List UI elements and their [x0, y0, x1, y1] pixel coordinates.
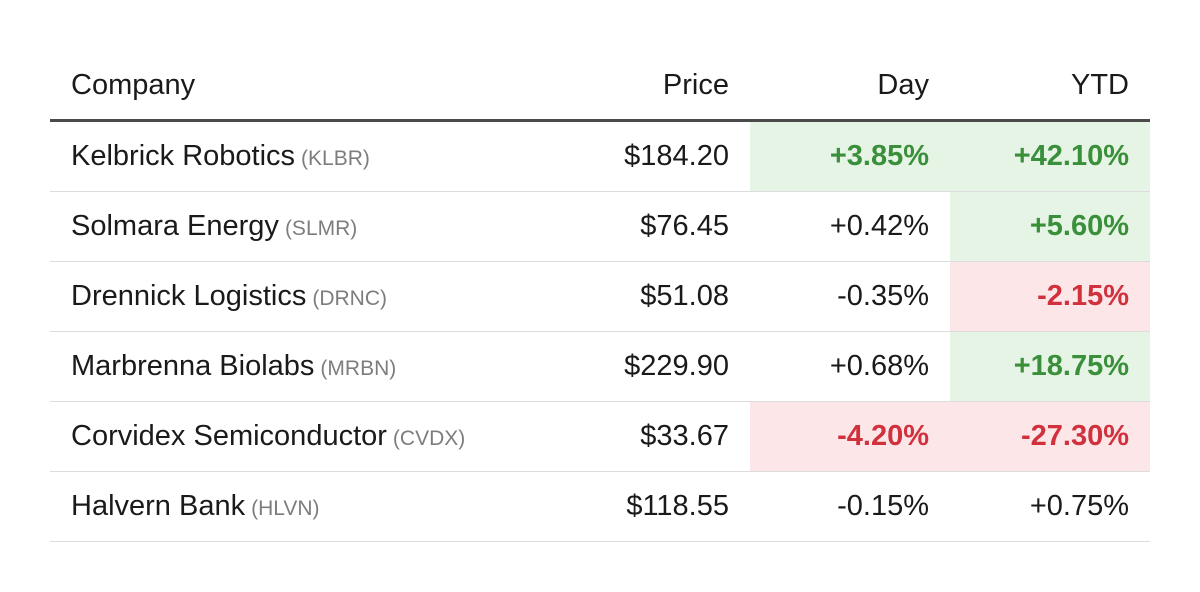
day-change-cell: +0.68%: [829, 350, 929, 382]
ticker-symbol: (MRBN): [320, 356, 397, 380]
company-name: Drennick Logistics: [71, 280, 307, 312]
ticker-symbol: (SLMR): [284, 216, 358, 240]
ticker-symbol: (CVDX): [392, 426, 466, 450]
day-change-cell: +0.42%: [829, 210, 929, 242]
table-row: Kelbrick Robotics (KLBR) $184.20 +3.85% …: [50, 122, 1150, 192]
price-cell: $33.67: [640, 420, 729, 452]
company-name: Kelbrick Robotics: [71, 140, 296, 172]
table-row: Marbrenna Biolabs (MRBN) $229.90 +0.68% …: [50, 332, 1150, 402]
price-cell: $51.08: [640, 280, 729, 312]
company-cell: Drennick Logistics (DRNC): [50, 262, 550, 331]
price-cell: $184.20: [624, 140, 729, 172]
company-cell: Solmara Energy (SLMR): [50, 192, 550, 261]
header-company: Company: [71, 69, 196, 101]
ytd-change-cell: +5.60%: [950, 192, 1150, 261]
day-change-cell: +3.85%: [750, 122, 950, 191]
header-ytd: YTD: [1071, 69, 1129, 101]
ticker-symbol: (HLVN): [251, 496, 320, 520]
table-row: Solmara Energy (SLMR) $76.45 +0.42% +5.6…: [50, 192, 1150, 262]
company-cell: Halvern Bank (HLVN): [50, 472, 550, 541]
company-name: Halvern Bank: [71, 490, 246, 522]
stock-performance-table: Company Price Day YTD Kelbrick Robotics …: [50, 52, 1150, 542]
price-cell: $118.55: [626, 490, 729, 522]
company-cell: Marbrenna Biolabs (MRBN): [50, 332, 550, 401]
ytd-change-cell: +42.10%: [950, 122, 1150, 191]
ytd-change-cell: +0.75%: [1029, 490, 1129, 522]
header-price: Price: [662, 69, 729, 101]
ticker-symbol: (DRNC): [312, 286, 387, 310]
day-change-cell: -0.15%: [837, 490, 929, 522]
ytd-change-cell: -2.15%: [950, 262, 1150, 331]
table-row: Corvidex Semiconductor (CVDX) $33.67 -4.…: [50, 402, 1150, 472]
header-day: Day: [877, 69, 929, 101]
company-cell: Corvidex Semiconductor (CVDX): [50, 402, 550, 471]
ytd-change-cell: -27.30%: [950, 402, 1150, 471]
day-change-cell: -4.20%: [750, 402, 950, 471]
company-cell: Kelbrick Robotics (KLBR): [50, 122, 550, 191]
table-row: Drennick Logistics (DRNC) $51.08 -0.35% …: [50, 262, 1150, 332]
day-change-cell: -0.35%: [837, 280, 929, 312]
company-name: Solmara Energy: [71, 210, 279, 242]
table-header-row: Company Price Day YTD: [50, 52, 1150, 122]
price-cell: $229.90: [624, 350, 729, 382]
ytd-change-cell: +18.75%: [950, 332, 1150, 401]
company-name: Corvidex Semiconductor: [71, 420, 387, 452]
price-cell: $76.45: [640, 210, 729, 242]
ticker-symbol: (KLBR): [301, 146, 370, 170]
company-name: Marbrenna Biolabs: [71, 350, 315, 382]
table-row: Halvern Bank (HLVN) $118.55 -0.15% +0.75…: [50, 472, 1150, 542]
